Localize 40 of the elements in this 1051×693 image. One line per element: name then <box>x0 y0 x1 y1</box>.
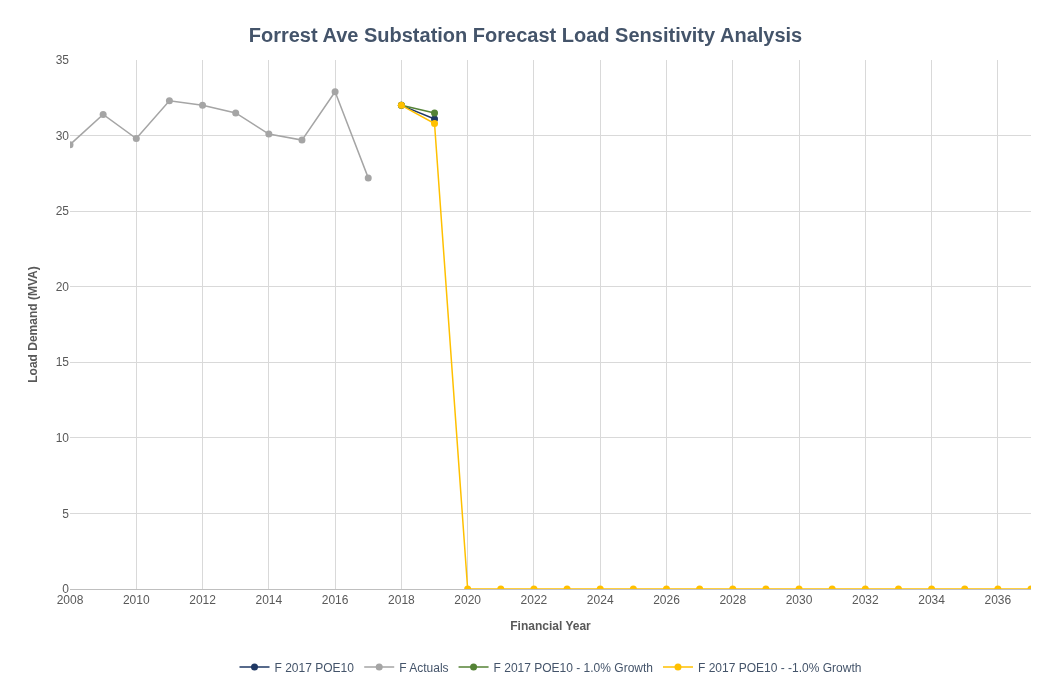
point <box>165 97 173 105</box>
legend-label: F 2017 POE10 - -1.0% Growth <box>697 660 862 675</box>
point <box>364 174 372 182</box>
x-tick-label: 2024 <box>586 593 614 608</box>
legend-label: F Actuals <box>399 660 449 675</box>
y-tick-label: 35 <box>55 53 70 68</box>
x-tick-label: 2020 <box>454 593 482 608</box>
point <box>99 110 107 118</box>
x-tick-label: 2010 <box>122 593 150 608</box>
legend-label: F 2017 POE10 - 1.0% Growth <box>493 660 653 675</box>
x-axis-title: Financial Year <box>510 619 592 634</box>
y-tick-label: 20 <box>55 279 70 294</box>
x-tick-label: 2034 <box>918 593 946 608</box>
point <box>132 135 140 143</box>
point <box>431 109 439 117</box>
point <box>331 88 339 96</box>
chart-title: Forrest Ave Substation Forecast Load Sensitivity Analysis <box>248 23 803 46</box>
x-tick-label: 2016 <box>321 593 349 608</box>
x-tick-label: 2036 <box>984 593 1012 608</box>
x-tick-label: 2022 <box>520 593 548 608</box>
y-tick-label: 5 <box>62 506 70 521</box>
point <box>431 119 439 127</box>
x-tick-label: 2028 <box>719 593 747 608</box>
y-axis-title: Load Demand (MVA) <box>25 266 40 383</box>
y-tick-label: 30 <box>55 128 70 143</box>
point <box>265 130 273 138</box>
x-tick-label: 2032 <box>851 593 879 608</box>
y-tick-label: 10 <box>55 431 70 446</box>
legend-label: F 2017 POE10 <box>274 660 355 675</box>
point <box>232 109 240 117</box>
x-tick-label: 2008 <box>56 593 84 608</box>
y-tick-label: 15 <box>55 355 70 370</box>
point <box>199 101 207 109</box>
y-tick-label: 25 <box>55 204 70 219</box>
x-tick-label: 2012 <box>189 593 217 608</box>
x-tick-label: 2018 <box>388 593 416 608</box>
point <box>298 136 306 144</box>
x-tick-label: 2026 <box>653 593 681 608</box>
x-tick-label: 2030 <box>785 593 813 608</box>
x-tick-label: 2014 <box>255 593 283 608</box>
